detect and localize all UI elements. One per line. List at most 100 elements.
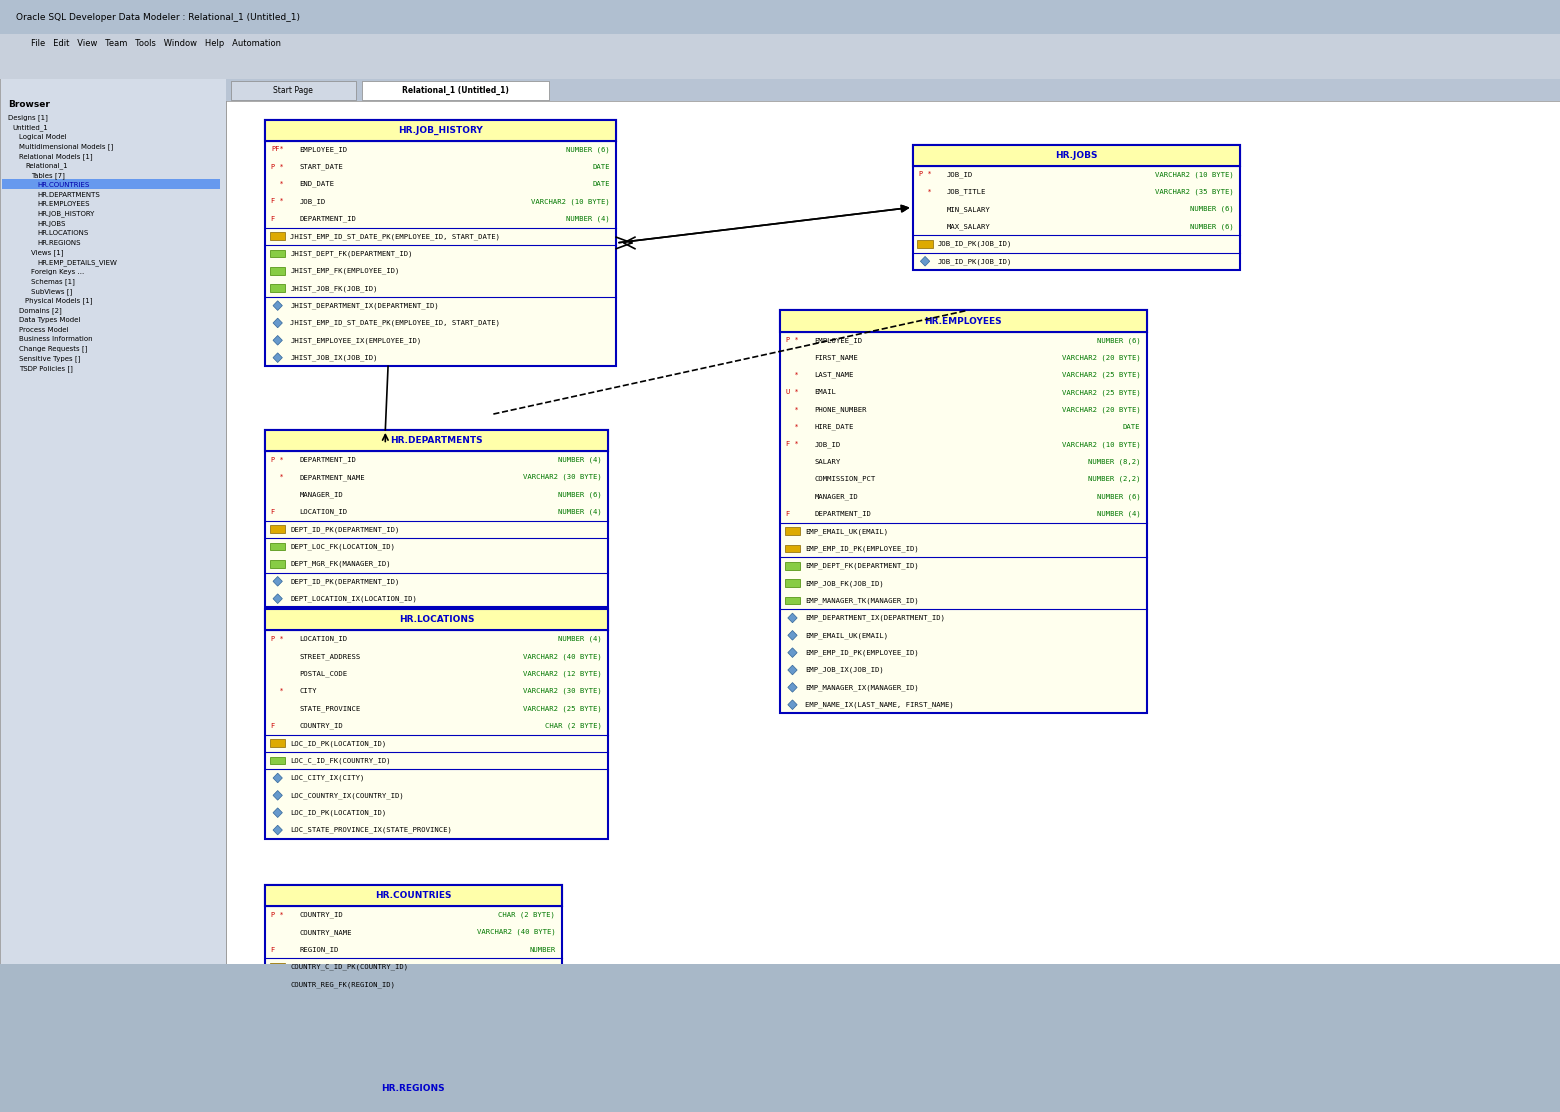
Polygon shape xyxy=(788,631,797,641)
Bar xyxy=(265,609,608,631)
Text: NUMBER (6): NUMBER (6) xyxy=(1097,337,1140,344)
Text: EMAIL: EMAIL xyxy=(814,389,836,396)
Text: JHIST_EMP_ID_ST_DATE_PK(EMPLOYEE_ID, START_DATE): JHIST_EMP_ID_ST_DATE_PK(EMPLOYEE_ID, STA… xyxy=(290,232,501,239)
Text: LOC_C_ID_FK(COUNTRY_ID): LOC_C_ID_FK(COUNTRY_ID) xyxy=(290,757,392,764)
Text: Data Types Model: Data Types Model xyxy=(19,317,80,324)
Bar xyxy=(265,120,616,366)
Text: NUMBER (4): NUMBER (4) xyxy=(1097,510,1140,517)
FancyBboxPatch shape xyxy=(0,33,1560,53)
Text: DEPT_LOC_FK(LOCATION_ID): DEPT_LOC_FK(LOCATION_ID) xyxy=(290,544,395,550)
FancyBboxPatch shape xyxy=(231,81,356,100)
Polygon shape xyxy=(788,683,797,692)
Text: DEPARTMENT_ID: DEPARTMENT_ID xyxy=(814,510,870,517)
Text: JOB_ID: JOB_ID xyxy=(814,441,841,448)
Text: Untitled_1: Untitled_1 xyxy=(12,123,48,130)
FancyBboxPatch shape xyxy=(0,0,1560,33)
Text: END_DATE: END_DATE xyxy=(300,181,334,188)
Text: JHIST_DEPT_FK(DEPARTMENT_ID): JHIST_DEPT_FK(DEPARTMENT_ID) xyxy=(290,250,413,257)
Text: START_DATE: START_DATE xyxy=(300,163,343,170)
Text: U *: U * xyxy=(786,389,799,396)
Text: VARCHAR2 (20 BYTE): VARCHAR2 (20 BYTE) xyxy=(1062,355,1140,361)
Text: Tables [7]: Tables [7] xyxy=(31,172,66,179)
Text: DATE: DATE xyxy=(593,181,610,187)
Text: LOC_ID_PK(LOCATION_ID): LOC_ID_PK(LOCATION_ID) xyxy=(290,810,387,816)
Text: Relational Models [1]: Relational Models [1] xyxy=(19,152,92,159)
Text: LAST_NAME: LAST_NAME xyxy=(814,371,853,378)
Bar xyxy=(913,145,1240,166)
Bar xyxy=(270,250,285,257)
Text: PF*: PF* xyxy=(271,147,284,152)
Text: TSDP Policies []: TSDP Policies [] xyxy=(19,365,73,371)
Text: NUMBER (6): NUMBER (6) xyxy=(566,146,610,152)
Bar xyxy=(270,285,285,292)
Bar xyxy=(917,240,933,248)
Text: CITY: CITY xyxy=(300,688,317,694)
Text: P *: P * xyxy=(786,337,799,344)
Text: JHIST_EMP_ID_ST_DATE_PK(EMPLOYEE_ID, START_DATE): JHIST_EMP_ID_ST_DATE_PK(EMPLOYEE_ID, STA… xyxy=(290,319,501,326)
Text: CHAR (2 BYTE): CHAR (2 BYTE) xyxy=(499,912,555,919)
Text: SALARY: SALARY xyxy=(814,459,841,465)
Text: MANAGER_ID: MANAGER_ID xyxy=(814,493,858,499)
FancyBboxPatch shape xyxy=(226,101,1560,964)
Text: DEPARTMENT_ID: DEPARTMENT_ID xyxy=(300,216,356,222)
Text: DEPT_MGR_FK(MANAGER_ID): DEPT_MGR_FK(MANAGER_ID) xyxy=(290,560,392,567)
Text: SubViews []: SubViews [] xyxy=(31,288,72,295)
Text: P *: P * xyxy=(271,636,284,642)
Polygon shape xyxy=(788,613,797,623)
Text: P *: P * xyxy=(271,457,284,463)
Text: LOC_CITY_IX(CITY): LOC_CITY_IX(CITY) xyxy=(290,775,365,782)
Text: Schemas [1]: Schemas [1] xyxy=(31,278,75,285)
Bar xyxy=(265,885,562,993)
Text: COUNTRY_ID: COUNTRY_ID xyxy=(300,912,343,919)
Text: *: * xyxy=(271,688,284,694)
Text: JHIST_DEPARTMENT_IX(DEPARTMENT_ID): JHIST_DEPARTMENT_IX(DEPARTMENT_ID) xyxy=(290,302,438,309)
Text: HR.JOB_HISTORY: HR.JOB_HISTORY xyxy=(398,126,484,135)
Text: HR.COUNTRIES: HR.COUNTRIES xyxy=(37,182,89,188)
Text: Relational_1 (Untitled_1): Relational_1 (Untitled_1) xyxy=(402,86,509,96)
Text: Change Requests []: Change Requests [] xyxy=(19,346,87,353)
Text: P *: P * xyxy=(271,163,284,170)
Text: *: * xyxy=(786,407,799,413)
Text: HR.JOBS: HR.JOBS xyxy=(1055,151,1098,160)
Text: F: F xyxy=(271,509,284,515)
Text: MIN_SALARY: MIN_SALARY xyxy=(947,206,991,212)
Text: VARCHAR2 (10 BYTE): VARCHAR2 (10 BYTE) xyxy=(1156,171,1234,178)
Text: STREET_ADDRESS: STREET_ADDRESS xyxy=(300,653,360,659)
Bar xyxy=(270,543,285,550)
Bar xyxy=(265,430,608,451)
Bar xyxy=(265,885,562,906)
Text: Business Information: Business Information xyxy=(19,336,92,342)
Text: HR.DEPARTMENTS: HR.DEPARTMENTS xyxy=(390,436,484,445)
Polygon shape xyxy=(273,353,282,363)
Text: HR.EMP_DETAILS_VIEW: HR.EMP_DETAILS_VIEW xyxy=(37,259,117,266)
Text: NUMBER (4): NUMBER (4) xyxy=(558,457,602,463)
Text: EMP_JOB_FK(JOB_ID): EMP_JOB_FK(JOB_ID) xyxy=(805,580,883,586)
Text: EMP_EMP_ID_PK(EMPLOYEE_ID): EMP_EMP_ID_PK(EMPLOYEE_ID) xyxy=(805,545,919,552)
Text: NUMBER (2,2): NUMBER (2,2) xyxy=(1087,476,1140,483)
Text: MAX_SALARY: MAX_SALARY xyxy=(947,224,991,230)
Bar xyxy=(265,609,608,838)
Text: EMP_EMP_ID_PK(EMPLOYEE_ID): EMP_EMP_ID_PK(EMPLOYEE_ID) xyxy=(805,649,919,656)
Text: Process Model: Process Model xyxy=(19,327,69,332)
Text: FIRST_NAME: FIRST_NAME xyxy=(814,355,858,361)
FancyBboxPatch shape xyxy=(0,0,1560,964)
FancyBboxPatch shape xyxy=(0,53,1560,79)
Polygon shape xyxy=(273,318,282,328)
Text: EMP_NAME_IX(LAST_NAME, FIRST_NAME): EMP_NAME_IX(LAST_NAME, FIRST_NAME) xyxy=(805,702,953,708)
Bar xyxy=(780,310,1147,331)
Text: JHIST_EMPLOYEE_IX(EMPLOYEE_ID): JHIST_EMPLOYEE_IX(EMPLOYEE_ID) xyxy=(290,337,421,344)
Polygon shape xyxy=(273,594,282,604)
Text: Domains [2]: Domains [2] xyxy=(19,307,61,314)
Polygon shape xyxy=(273,300,282,310)
Text: JOB_ID_PK(JOB_ID): JOB_ID_PK(JOB_ID) xyxy=(938,240,1012,247)
Text: VARCHAR2 (30 BYTE): VARCHAR2 (30 BYTE) xyxy=(524,688,602,695)
Text: Relational_1: Relational_1 xyxy=(25,162,67,169)
Text: HR.EMPLOYEES: HR.EMPLOYEES xyxy=(37,201,90,207)
Bar xyxy=(265,120,616,141)
Text: EMP_DEPT_FK(DEPARTMENT_ID): EMP_DEPT_FK(DEPARTMENT_ID) xyxy=(805,563,919,569)
Text: EMP_DEPARTMENT_IX(DEPARTMENT_ID): EMP_DEPARTMENT_IX(DEPARTMENT_ID) xyxy=(805,615,945,622)
Text: Sensitive Types []: Sensitive Types [] xyxy=(19,355,80,363)
Text: VARCHAR2 (10 BYTE): VARCHAR2 (10 BYTE) xyxy=(532,198,610,205)
Text: NUMBER (4): NUMBER (4) xyxy=(566,216,610,222)
FancyBboxPatch shape xyxy=(0,0,226,964)
